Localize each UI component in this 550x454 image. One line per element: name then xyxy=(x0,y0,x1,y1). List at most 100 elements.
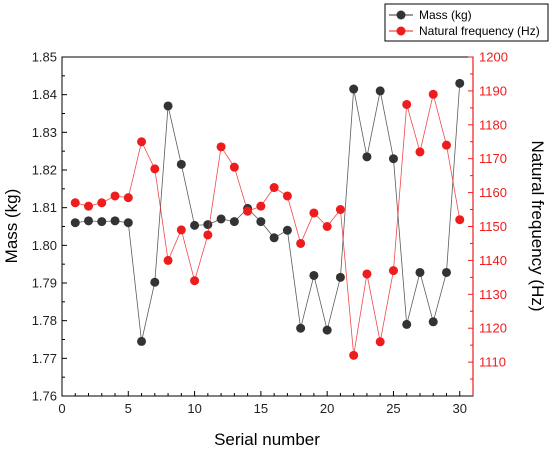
data-point-frequency xyxy=(70,198,80,208)
data-point-mass xyxy=(137,336,147,346)
data-point-frequency xyxy=(428,89,438,99)
y-tick-label: 1.80 xyxy=(32,238,57,253)
y-tick-label: 1.79 xyxy=(32,276,57,291)
data-point-frequency xyxy=(123,193,133,203)
data-point-mass xyxy=(428,317,438,327)
data-point-frequency xyxy=(256,201,266,211)
data-point-frequency xyxy=(282,191,292,201)
y2-tick-label: 1120 xyxy=(479,321,507,336)
y-tick-label: 1.83 xyxy=(32,125,57,140)
y2-tick-label: 1190 xyxy=(479,83,507,98)
data-point-mass xyxy=(388,154,398,164)
y2-tick-label: 1170 xyxy=(479,151,507,166)
y-axis-title: Mass (kg) xyxy=(2,189,21,264)
data-point-mass xyxy=(335,272,345,282)
data-point-mass xyxy=(402,319,412,329)
data-point-mass xyxy=(70,218,80,228)
legend-marker-frequency xyxy=(396,26,406,36)
data-point-mass xyxy=(163,101,173,111)
data-point-frequency xyxy=(97,198,107,208)
data-point-frequency xyxy=(388,266,398,276)
data-point-frequency xyxy=(84,201,94,211)
data-point-mass xyxy=(84,216,94,226)
y2-tick-label: 1130 xyxy=(479,287,507,302)
y2-tick-label: 1110 xyxy=(479,355,506,370)
data-point-frequency xyxy=(137,137,147,147)
data-point-frequency xyxy=(441,140,451,150)
series-line-frequency xyxy=(75,94,461,356)
data-point-frequency xyxy=(150,164,160,174)
data-point-frequency xyxy=(176,225,186,235)
data-point-frequency xyxy=(402,99,412,109)
y-axis-right: 1110 1120 1130 1140 1150 1160 1170 1180 1190 1200 xyxy=(468,50,508,396)
data-point-frequency xyxy=(375,337,385,347)
data-point-mass xyxy=(150,277,160,287)
x-tick-label: 30 xyxy=(453,401,467,416)
data-point-frequency xyxy=(322,222,332,231)
data-point-mass xyxy=(349,84,359,94)
x-axis-title: Serial number xyxy=(214,430,320,449)
data-point-frequency xyxy=(269,183,279,193)
legend-label-frequency: Natural frequency (Hz) xyxy=(419,24,540,38)
x-tick-label: 5 xyxy=(125,401,132,416)
legend-label-mass: Mass (kg) xyxy=(419,8,472,22)
series-line-mass xyxy=(75,83,461,342)
data-point-frequency xyxy=(110,191,120,201)
data-point-frequency xyxy=(203,230,213,240)
y-axis-left: 1.76 1.77 1.78 1.79 1.80 1.81 1.82 1.83 1.84 1.85 xyxy=(32,50,67,404)
data-point-mass xyxy=(269,233,279,243)
data-point-mass xyxy=(123,218,133,228)
y2-axis-title: Natural frequency (Hz) xyxy=(528,140,547,311)
data-point-frequency xyxy=(335,205,345,215)
data-point-mass xyxy=(441,267,451,277)
y-tick-label: 1.78 xyxy=(32,313,57,328)
x-tick-label: 15 xyxy=(254,401,268,416)
data-point-frequency xyxy=(415,147,425,157)
data-point-mass xyxy=(176,159,186,169)
y-tick-label: 1.85 xyxy=(32,50,57,65)
data-point-mass xyxy=(203,220,213,230)
y2-tick-label: 1160 xyxy=(479,185,507,200)
data-point-frequency xyxy=(296,238,306,248)
x-tick-label: 25 xyxy=(386,401,400,416)
legend-box xyxy=(384,3,549,42)
data-point-mass xyxy=(190,220,200,230)
y-tick-label: 1.84 xyxy=(32,87,57,102)
data-point-mass xyxy=(455,78,465,88)
data-point-frequency xyxy=(229,162,239,172)
data-point-mass xyxy=(216,214,226,224)
series-layer xyxy=(70,78,465,360)
data-point-mass xyxy=(415,267,425,277)
x-tick-label: 10 xyxy=(187,401,201,416)
data-point-mass xyxy=(375,86,385,96)
legend-marker-mass xyxy=(396,10,406,20)
data-point-frequency xyxy=(362,269,372,279)
y-tick-label: 1.76 xyxy=(32,389,57,404)
y-tick-label: 1.77 xyxy=(32,351,57,366)
x-tick-label: 20 xyxy=(320,401,334,416)
y2-tick-label: 1180 xyxy=(479,117,507,132)
data-point-mass xyxy=(296,323,306,333)
data-point-frequency xyxy=(455,215,465,225)
data-point-frequency xyxy=(349,350,359,360)
data-point-mass xyxy=(97,217,107,227)
data-point-mass xyxy=(110,216,120,226)
data-point-mass xyxy=(309,270,319,280)
y2-tick-label: 1140 xyxy=(479,253,507,268)
data-point-mass xyxy=(322,325,332,335)
y-tick-label: 1.82 xyxy=(32,163,57,178)
data-point-mass xyxy=(362,152,372,162)
plot-frame xyxy=(61,56,474,397)
x-tick-label: 0 xyxy=(58,401,65,416)
data-point-mass xyxy=(229,217,239,227)
data-point-frequency xyxy=(163,255,173,265)
data-point-mass xyxy=(256,217,266,227)
x-axis: 0 5 10 15 20 25 30 xyxy=(58,391,467,416)
y2-tick-label: 1150 xyxy=(479,219,507,234)
data-point-mass xyxy=(282,225,292,235)
y2-tick-label: 1200 xyxy=(479,50,508,65)
data-point-frequency xyxy=(216,142,226,152)
data-point-frequency xyxy=(243,206,253,216)
y-tick-label: 1.81 xyxy=(32,200,57,215)
